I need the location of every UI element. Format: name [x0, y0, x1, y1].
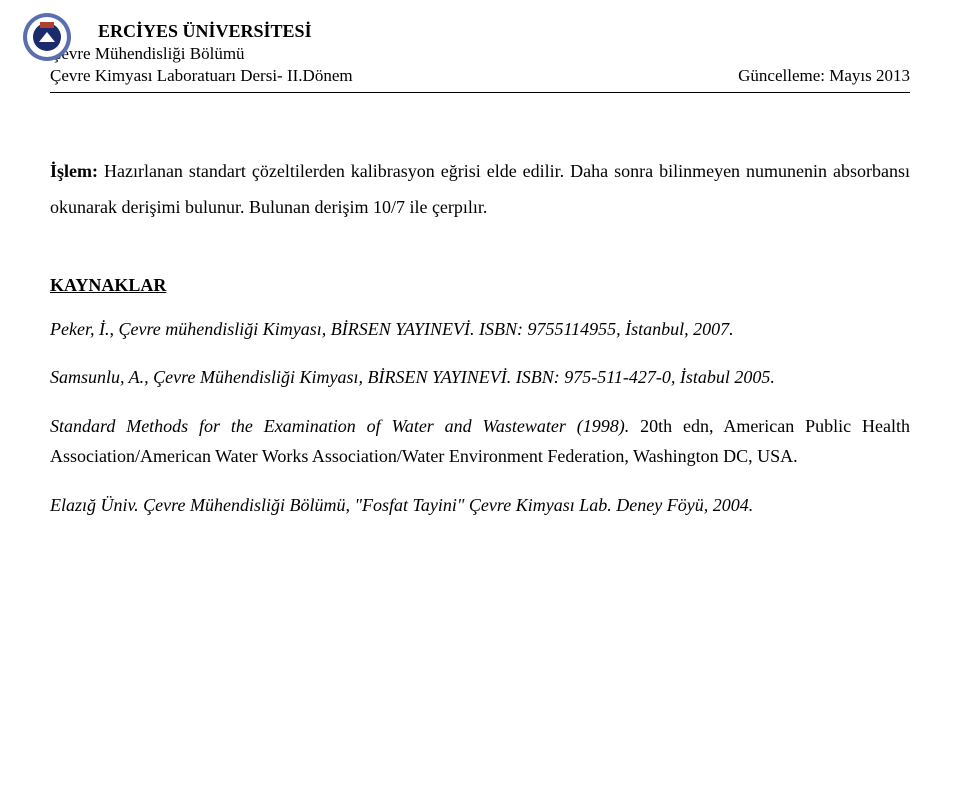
references-heading: KAYNAKLAR	[50, 275, 910, 296]
logo-accent	[40, 22, 54, 28]
procedure-label: İşlem:	[50, 161, 98, 181]
procedure-paragraph: İşlem: Hazırlanan standart çözeltilerden…	[50, 153, 910, 225]
page-header: ERCİYES ÜNİVERSİTESİ Çevre Mühendisliği …	[50, 20, 910, 93]
reference-item: Peker, İ., Çevre mühendisliği Kimyası, B…	[50, 314, 910, 345]
document-page: ERCİYES ÜNİVERSİTESİ Çevre Mühendisliği …	[0, 0, 960, 559]
reference-citation: Standard Methods for the Examination of …	[50, 416, 629, 436]
reference-citation: Elazığ Üniv. Çevre Mühendisliği Bölümü, …	[50, 495, 753, 515]
reference-item: Samsunlu, A., Çevre Mühendisliği Kimyası…	[50, 362, 910, 393]
university-logo	[22, 12, 72, 67]
procedure-text: Hazırlanan standart çözeltilerden kalibr…	[50, 161, 910, 217]
body-text: İşlem: Hazırlanan standart çözeltilerden…	[50, 153, 910, 225]
department-name: Çevre Mühendisliği Bölümü	[50, 43, 910, 65]
reference-citation: Peker, İ., Çevre mühendisliği Kimyası, B…	[50, 319, 734, 339]
university-name: ERCİYES ÜNİVERSİTESİ	[98, 20, 910, 43]
header-text-block: ERCİYES ÜNİVERSİTESİ Çevre Mühendisliği …	[50, 20, 910, 88]
reference-citation: Samsunlu, A., Çevre Mühendisliği Kimyası…	[50, 367, 775, 387]
reference-item: Standard Methods for the Examination of …	[50, 411, 910, 472]
update-date: Güncelleme: Mayıs 2013	[738, 65, 910, 87]
course-row: Çevre Kimyası Laboratuarı Dersi- II.Döne…	[50, 65, 910, 87]
reference-item: Elazığ Üniv. Çevre Mühendisliği Bölümü, …	[50, 490, 910, 521]
course-name: Çevre Kimyası Laboratuarı Dersi- II.Döne…	[50, 65, 353, 87]
